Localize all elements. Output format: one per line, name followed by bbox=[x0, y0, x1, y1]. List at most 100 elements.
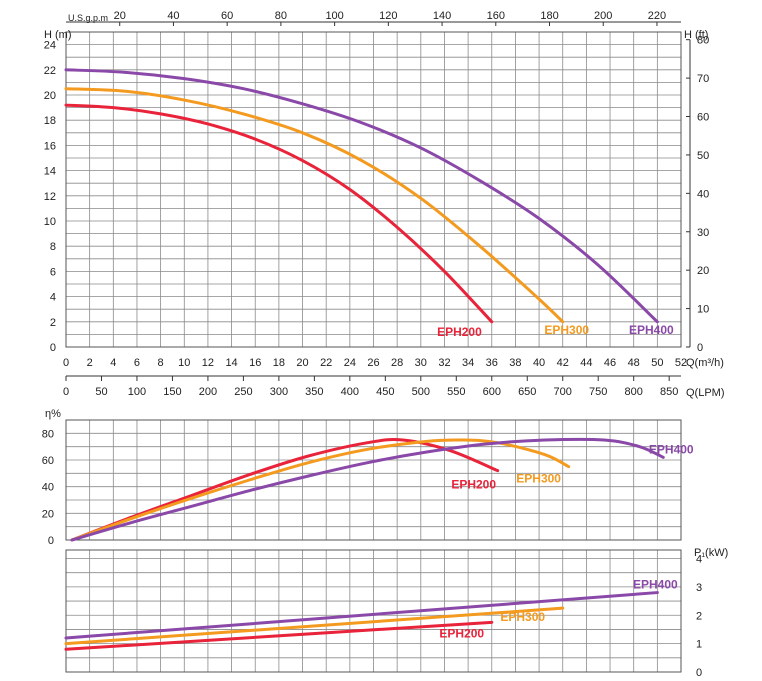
head-y-tick-label: 20 bbox=[44, 90, 56, 102]
head-y-tick-label: 16 bbox=[44, 140, 56, 152]
m3h-tick-label: 38 bbox=[509, 357, 521, 369]
m3h-tick-label: 32 bbox=[438, 357, 450, 369]
lpm-tick-label: 50 bbox=[95, 386, 107, 398]
lpm-tick-label: 400 bbox=[341, 386, 359, 398]
pow-curve-eph200 bbox=[64, 620, 494, 651]
pow-y-tick-label: 1 bbox=[696, 639, 702, 651]
m3h-tick-label: 48 bbox=[628, 357, 640, 369]
m3h-tick-label: 44 bbox=[580, 357, 592, 369]
head-series-label-eph200: EPH200 bbox=[437, 325, 482, 339]
eff-y-tick-label: 60 bbox=[42, 455, 54, 467]
m3h-tick-label: 14 bbox=[225, 357, 237, 369]
x-axis-title-m3h: Q(m³/h) bbox=[686, 357, 724, 369]
gpm-axis-tick-label: 200 bbox=[594, 10, 612, 22]
head-y-tick-label: 6 bbox=[50, 266, 56, 278]
efficiency-chart: 0 20 40 60 80 EPH200 EPH300 EPH400 bbox=[42, 419, 694, 547]
eff-series-label-eph400: EPH400 bbox=[649, 442, 694, 456]
m3h-tick-label: 30 bbox=[415, 357, 427, 369]
eff-y-tick-label: 20 bbox=[42, 508, 54, 520]
lpm-tick-label: 600 bbox=[483, 386, 501, 398]
gpm-axis-tick-label: 20 bbox=[114, 10, 126, 22]
head-frame bbox=[65, 31, 682, 348]
lpm-tick-label: 350 bbox=[305, 386, 323, 398]
head-series-label-eph400: EPH400 bbox=[629, 323, 674, 337]
m3h-tick-label: 16 bbox=[249, 357, 261, 369]
eff-y-tick-label: 80 bbox=[42, 428, 54, 440]
lpm-tick-label: 250 bbox=[234, 386, 252, 398]
lpm-tick-label: 200 bbox=[199, 386, 217, 398]
m3h-tick-label: 2 bbox=[87, 357, 93, 369]
gpm-axis-tick-label: 220 bbox=[648, 10, 666, 22]
m3h-tick-label: 26 bbox=[367, 357, 379, 369]
pow-y-tick-label: 0 bbox=[696, 667, 702, 679]
lpm-tick-label: 0 bbox=[63, 386, 69, 398]
gpm-axis-tick-label: 140 bbox=[433, 10, 451, 22]
lpm-tick-label: 650 bbox=[518, 386, 536, 398]
m3h-tick-label: 10 bbox=[178, 357, 190, 369]
m3h-tick-label: 28 bbox=[391, 357, 403, 369]
ft-axis-tick-label: 40 bbox=[697, 188, 709, 200]
m3h-tick-label: 46 bbox=[604, 357, 616, 369]
lpm-tick-label: 500 bbox=[412, 386, 430, 398]
right-axis-title: H (ft) bbox=[684, 29, 708, 41]
head-curve-eph400 bbox=[64, 68, 659, 324]
pow-curve-eph300 bbox=[64, 606, 565, 646]
pow-y-tick-label: 2 bbox=[696, 610, 702, 622]
pow-series-label-eph200: EPH200 bbox=[439, 626, 484, 640]
lpm-tick-label: 100 bbox=[128, 386, 146, 398]
gpm-axis-tick-label: 100 bbox=[325, 10, 343, 22]
ft-axis-tick-label: 80 bbox=[697, 35, 709, 47]
m3h-tick-label: 34 bbox=[462, 357, 474, 369]
m3h-tick-label: 6 bbox=[134, 357, 140, 369]
lpm-tick-label: 750 bbox=[589, 386, 607, 398]
head-y-tick-label: 14 bbox=[44, 166, 56, 178]
m3h-tick-label: 20 bbox=[296, 357, 308, 369]
pow-series-label-eph300: EPH300 bbox=[500, 610, 545, 624]
x-axis-title-lpm: Q(LPM) bbox=[686, 387, 725, 399]
ft-axis-tick-label: 60 bbox=[697, 112, 709, 124]
power-chart: 0 1 2 3 4 EPH200 EPH300 EPH400 bbox=[64, 549, 702, 679]
head-y-tick-label: 0 bbox=[50, 342, 56, 354]
m3h-tick-label: 52 bbox=[675, 357, 687, 369]
ft-axis-tick-label: 30 bbox=[697, 227, 709, 239]
head-y-tick-label: 2 bbox=[50, 317, 56, 329]
pow-y-tick-label: 4 bbox=[696, 554, 702, 566]
gpm-axis-tick-label: 180 bbox=[540, 10, 558, 22]
pow-curve-eph400 bbox=[64, 591, 659, 640]
eff-curve-eph200 bbox=[70, 437, 500, 542]
pow-series-label-eph400: EPH400 bbox=[633, 578, 678, 592]
head-y-tick-label: 24 bbox=[44, 40, 56, 52]
m3h-tick-label: 50 bbox=[651, 357, 663, 369]
m3h-tick-label: 12 bbox=[202, 357, 214, 369]
gpm-axis-tick-label: 80 bbox=[275, 10, 287, 22]
m3h-tick-label: 36 bbox=[486, 357, 498, 369]
top-axis-title: U.S.g.p.m bbox=[68, 13, 108, 23]
lpm-tick-label: 300 bbox=[270, 386, 288, 398]
ft-axis-tick-label: 0 bbox=[697, 342, 703, 354]
gpm-axis-tick-label: 40 bbox=[167, 10, 179, 22]
m3h-tick-label: 22 bbox=[320, 357, 332, 369]
lpm-tick-label: 700 bbox=[554, 386, 572, 398]
head-y-tick-label: 8 bbox=[50, 241, 56, 253]
pow-frame bbox=[65, 549, 682, 673]
gpm-axis-tick-label: 60 bbox=[221, 10, 233, 22]
eff-y-tick-label: 0 bbox=[48, 535, 54, 547]
m3h-tick-label: 18 bbox=[273, 357, 285, 369]
eff-series-label-eph200: EPH200 bbox=[451, 478, 496, 492]
ft-axis-tick-label: 50 bbox=[697, 150, 709, 162]
lpm-tick-label: 850 bbox=[660, 386, 678, 398]
head-curve-eph300 bbox=[64, 87, 565, 324]
eff-y-tick-label: 40 bbox=[42, 482, 54, 494]
gpm-axis-tick-label: 160 bbox=[487, 10, 505, 22]
eff-series-label-eph300: EPH300 bbox=[516, 472, 561, 486]
eff-frame bbox=[65, 419, 682, 541]
lpm-tick-label: 150 bbox=[163, 386, 181, 398]
head-series-label-eph300: EPH300 bbox=[544, 323, 589, 337]
pow-y-tick-label: 3 bbox=[696, 582, 702, 594]
head-y-tick-label: 10 bbox=[44, 216, 56, 228]
m3h-tick-label: 24 bbox=[344, 357, 356, 369]
head-curve-eph200 bbox=[64, 103, 494, 324]
m3h-tick-label: 42 bbox=[557, 357, 569, 369]
left-axis-title: H (m) bbox=[44, 29, 72, 41]
